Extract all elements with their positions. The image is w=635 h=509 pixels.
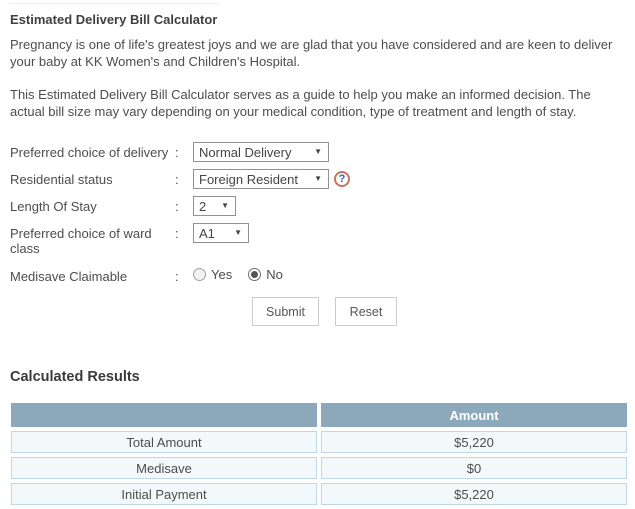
medisave-yes-option[interactable]: Yes bbox=[193, 267, 232, 282]
ward-class-value: A1 bbox=[199, 225, 215, 241]
chevron-down-icon: ▼ bbox=[221, 201, 229, 210]
form-row-delivery: Preferred choice of delivery : Normal De… bbox=[10, 142, 626, 162]
table-row: Initial Payment $5,220 bbox=[11, 483, 627, 505]
table-row: Total Amount $5,220 bbox=[11, 431, 627, 453]
chevron-down-icon: ▼ bbox=[234, 228, 242, 237]
form-row-ward-class: Preferred choice of ward class : A1 ▼ bbox=[10, 223, 626, 256]
faint-dotted-line bbox=[10, 3, 220, 4]
row-label: Medisave bbox=[11, 457, 317, 479]
length-of-stay-select[interactable]: 2 ▼ bbox=[193, 196, 236, 216]
ward-class-select[interactable]: A1 ▼ bbox=[193, 223, 249, 243]
form-buttons: Submit Reset bbox=[252, 297, 626, 326]
chevron-down-icon: ▼ bbox=[314, 174, 322, 183]
calculator-form: Preferred choice of delivery : Normal De… bbox=[10, 142, 626, 326]
radio-unselected-icon[interactable] bbox=[193, 268, 206, 281]
label-separator: : bbox=[175, 145, 179, 160]
row-label: Total Amount bbox=[11, 431, 317, 453]
ward-class-label: Preferred choice of ward class bbox=[10, 226, 152, 256]
label-separator: : bbox=[175, 226, 179, 241]
row-amount: $5,220 bbox=[321, 431, 627, 453]
results-col-amount: Amount bbox=[321, 403, 627, 427]
form-row-residential: Residential status : Foreign Resident ▼ … bbox=[10, 169, 626, 189]
radio-selected-icon[interactable] bbox=[248, 268, 262, 281]
row-amount: $0 bbox=[321, 457, 627, 479]
residential-label: Residential status bbox=[10, 172, 113, 187]
length-of-stay-label: Length Of Stay bbox=[10, 199, 97, 214]
intro-paragraph-1: Pregnancy is one of life's greatest joys… bbox=[10, 37, 613, 69]
results-table: Amount Total Amount $5,220 Medisave $0 I… bbox=[7, 399, 631, 509]
medisave-no-label: No bbox=[266, 267, 283, 282]
form-row-length-of-stay: Length Of Stay : 2 ▼ bbox=[10, 196, 626, 216]
delivery-select[interactable]: Normal Delivery ▼ bbox=[193, 142, 329, 162]
length-of-stay-value: 2 bbox=[199, 198, 207, 214]
intro-paragraph-2: This Estimated Delivery Bill Calculator … bbox=[10, 87, 591, 119]
results-col-label bbox=[11, 403, 317, 427]
medisave-no-option[interactable]: No bbox=[248, 267, 283, 282]
row-amount: $5,220 bbox=[321, 483, 627, 505]
page-title: Estimated Delivery Bill Calculator bbox=[10, 12, 218, 27]
label-separator: : bbox=[175, 172, 179, 187]
table-row: Medisave $0 bbox=[11, 457, 627, 479]
delivery-label: Preferred choice of delivery bbox=[10, 145, 169, 160]
medisave-yes-label: Yes bbox=[211, 267, 233, 282]
medisave-label: Medisave Claimable bbox=[10, 269, 128, 284]
chevron-down-icon: ▼ bbox=[314, 147, 322, 156]
delivery-select-value: Normal Delivery bbox=[199, 144, 292, 160]
residential-select-value: Foreign Resident bbox=[199, 171, 298, 187]
row-label: Initial Payment bbox=[11, 483, 317, 505]
label-separator: : bbox=[175, 269, 179, 284]
reset-button[interactable]: Reset bbox=[335, 297, 397, 326]
results-heading: Calculated Results bbox=[10, 369, 140, 385]
label-separator: : bbox=[175, 199, 179, 214]
results-table-header-row: Amount bbox=[11, 403, 627, 427]
submit-button[interactable]: Submit bbox=[252, 297, 319, 326]
form-row-medisave: Medisave Claimable : Yes No bbox=[10, 266, 626, 284]
help-icon[interactable]: ? bbox=[334, 171, 350, 187]
residential-select[interactable]: Foreign Resident ▼ bbox=[193, 169, 329, 189]
